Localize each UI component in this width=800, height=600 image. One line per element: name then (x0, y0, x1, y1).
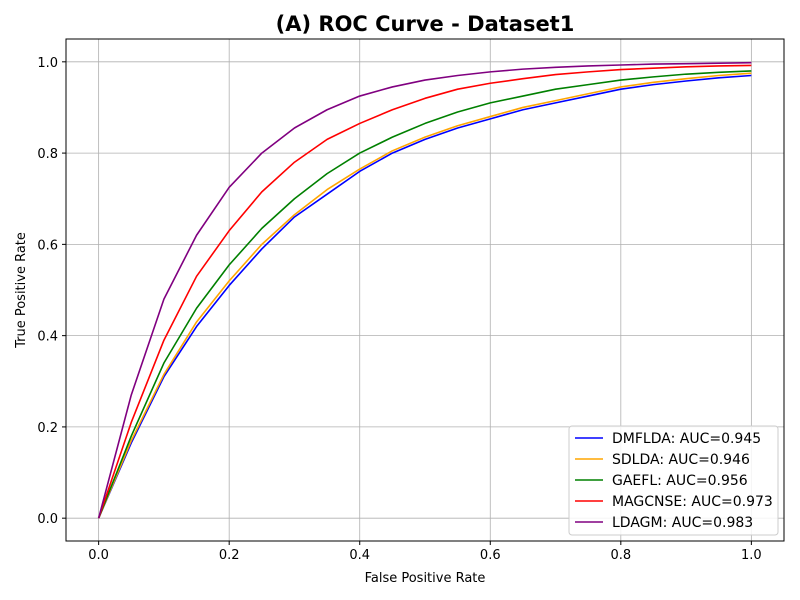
y-tick-label: 0.6 (37, 238, 58, 253)
legend-label: MAGCNSE: AUC=0.973 (612, 494, 773, 510)
legend-label: DMFLDA: AUC=0.945 (612, 431, 761, 447)
series-line-4 (97, 61, 752, 519)
chart-title: (A) ROC Curve - Dataset1 (276, 12, 575, 36)
x-tick-label: 1.0 (741, 548, 762, 563)
x-tick-label: 0.4 (349, 548, 370, 563)
series-line-1 (97, 72, 752, 519)
y-tick-label: 0.8 (37, 147, 58, 162)
x-tick-label: 0.6 (480, 548, 501, 563)
legend-box (568, 425, 779, 536)
axis-ticks: 0.0 0.2 0.4 0.6 0.8 1.0 0.0 0.2 0.4 0.6 0.8 1.0 (37, 56, 761, 563)
y-tick-label: 0.0 (37, 512, 58, 527)
y-tick-label: 0.4 (37, 330, 58, 345)
plot-frame (65, 38, 785, 542)
series-line-0 (97, 74, 752, 519)
x-tick-label: 0.0 (88, 548, 109, 563)
legend: DMFLDA: AUC=0.945 SDLDA: AUC=0.946 GAEFL: … (568, 425, 779, 536)
x-tick-label: 0.2 (219, 548, 240, 563)
y-tick-label: 0.2 (37, 421, 58, 436)
x-tick-label: 0.8 (610, 548, 631, 563)
legend-label: GAEFL: AUC=0.956 (612, 473, 748, 489)
y-axis-label: True Positive Rate (14, 232, 29, 349)
y-tick-label: 1.0 (37, 56, 58, 71)
series-line-3 (97, 64, 752, 519)
legend-label: SDLDA: AUC=0.946 (612, 452, 750, 468)
legend-label: LDAGM: AUC=0.983 (612, 515, 753, 531)
series-line-2 (97, 70, 752, 519)
series-lines (97, 61, 752, 519)
x-axis-label: False Positive Rate (365, 571, 486, 586)
